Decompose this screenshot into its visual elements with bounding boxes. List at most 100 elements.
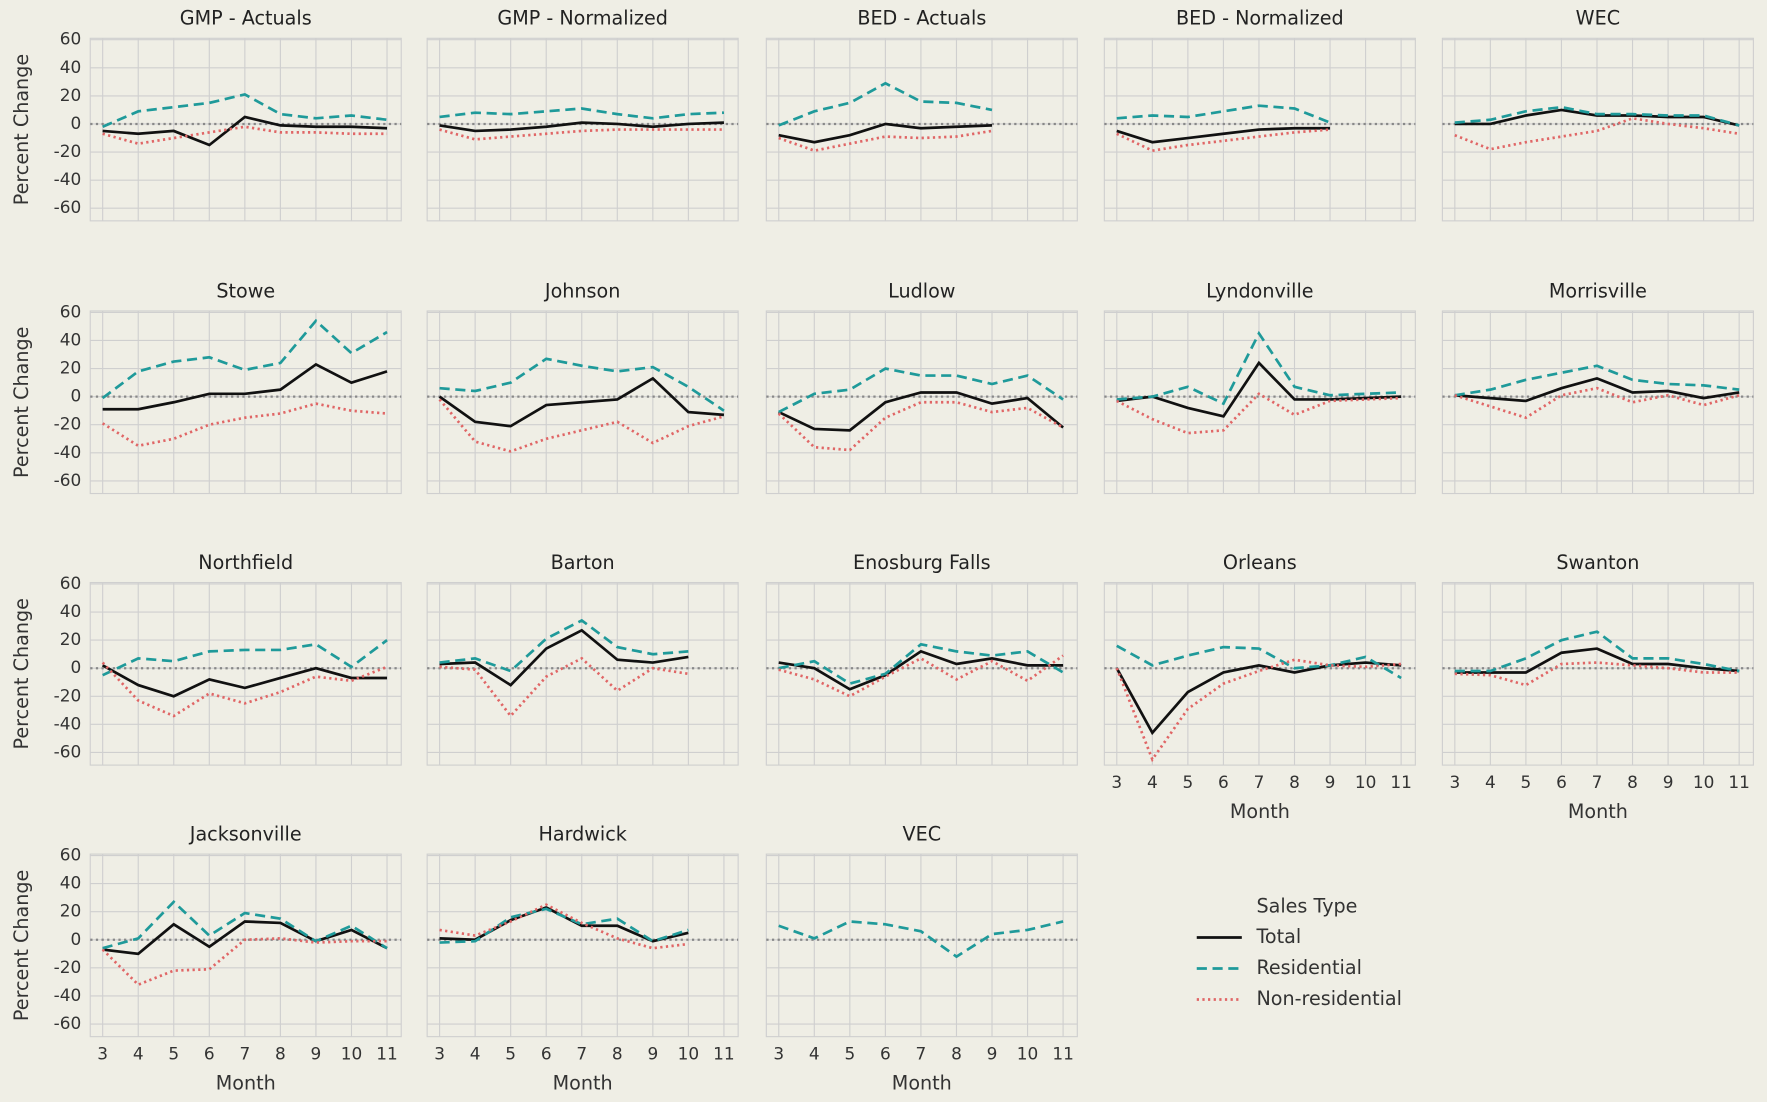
plot-area <box>766 38 1077 221</box>
legend-label: Total <box>1255 925 1301 948</box>
legend-label: Residential <box>1256 956 1361 979</box>
x-tick-label: 3 <box>97 1044 108 1064</box>
x-axis-label: Month <box>216 1071 276 1094</box>
y-tick-label: -40 <box>54 442 82 462</box>
legend-label: Non-residential <box>1256 987 1402 1010</box>
x-tick-label: 7 <box>916 1044 927 1064</box>
x-tick-label: 11 <box>1390 772 1412 792</box>
plot-area <box>427 583 738 766</box>
panel-title: Morrisville <box>1549 279 1647 302</box>
x-axis-label: Month <box>1230 800 1290 823</box>
plot-area <box>90 38 401 221</box>
panel-title: Northfield <box>198 551 293 574</box>
x-tick-label: 4 <box>133 1044 144 1064</box>
panel-title: Hardwick <box>538 822 627 845</box>
y-tick-label: 0 <box>70 113 81 133</box>
x-tick-label: 10 <box>341 1044 363 1064</box>
y-tick-label: 20 <box>60 901 82 921</box>
panel-title: Enosburg Falls <box>853 551 991 574</box>
panel-title: Ludlow <box>888 279 955 302</box>
x-tick-label: 9 <box>1663 772 1674 792</box>
x-tick-label: 5 <box>505 1044 516 1064</box>
x-tick-label: 6 <box>880 1044 891 1064</box>
x-tick-label: 9 <box>987 1044 998 1064</box>
y-tick-label: 60 <box>60 29 82 49</box>
x-tick-label: 3 <box>773 1044 784 1064</box>
x-tick-label: 5 <box>844 1044 855 1064</box>
plot-area <box>1104 311 1415 494</box>
x-tick-label: 10 <box>678 1044 700 1064</box>
x-tick-label: 11 <box>1052 1044 1074 1064</box>
panel-title: VEC <box>903 822 942 845</box>
x-axis-label: Month <box>553 1071 613 1094</box>
figure: -60-40-200204060GMP - ActualsPercent Cha… <box>0 0 1767 1102</box>
y-tick-label: 0 <box>70 657 81 677</box>
panel-title: Swanton <box>1556 551 1639 574</box>
x-tick-label: 11 <box>1728 772 1750 792</box>
x-tick-label: 5 <box>1182 772 1193 792</box>
y-axis-label: Percent Change <box>10 327 33 478</box>
x-tick-label: 8 <box>1627 772 1638 792</box>
page: -60-40-200204060GMP - ActualsPercent Cha… <box>0 0 1767 1102</box>
y-tick-label: -20 <box>54 957 82 977</box>
x-tick-label: 10 <box>1017 1044 1039 1064</box>
x-tick-label: 4 <box>470 1044 481 1064</box>
x-tick-label: 6 <box>1556 772 1567 792</box>
x-tick-label: 8 <box>612 1044 623 1064</box>
y-tick-label: -40 <box>54 169 82 189</box>
x-tick-label: 4 <box>1147 772 1158 792</box>
x-tick-label: 9 <box>647 1044 658 1064</box>
x-tick-label: 5 <box>1521 772 1532 792</box>
y-tick-label: -20 <box>54 685 82 705</box>
y-tick-label: -40 <box>54 713 82 733</box>
x-tick-label: 11 <box>713 1044 735 1064</box>
plot-area <box>766 583 1077 766</box>
panel-title: Johnson <box>544 279 620 302</box>
y-tick-label: 0 <box>70 386 81 406</box>
y-tick-label: 60 <box>60 845 82 865</box>
y-tick-label: 40 <box>60 329 82 349</box>
y-axis-label: Percent Change <box>10 598 33 749</box>
legend-title: Sales Type <box>1256 895 1357 918</box>
plot-area <box>90 854 401 1037</box>
x-tick-label: 7 <box>239 1044 250 1064</box>
y-tick-label: 20 <box>60 629 82 649</box>
y-tick-label: 20 <box>60 85 82 105</box>
plot-area <box>766 854 1077 1037</box>
y-tick-label: 60 <box>60 301 82 321</box>
x-tick-label: 9 <box>311 1044 322 1064</box>
plot-area <box>90 583 401 766</box>
y-tick-label: -60 <box>54 1013 82 1033</box>
panel-title: GMP - Normalized <box>497 7 668 30</box>
x-tick-label: 6 <box>1218 772 1229 792</box>
x-axis-label: Month <box>892 1071 952 1094</box>
panel-title: Barton <box>551 551 615 574</box>
x-tick-label: 6 <box>541 1044 552 1064</box>
y-tick-label: -20 <box>54 141 82 161</box>
panel-title: GMP - Actuals <box>180 7 312 30</box>
x-tick-label: 5 <box>168 1044 179 1064</box>
panel-title: Stowe <box>216 279 275 302</box>
x-tick-label: 7 <box>576 1044 587 1064</box>
x-tick-label: 8 <box>275 1044 286 1064</box>
x-tick-label: 8 <box>1289 772 1300 792</box>
plot-area <box>1442 311 1753 494</box>
panel-title: BED - Actuals <box>857 7 986 30</box>
panel-title: Lyndonville <box>1206 279 1313 302</box>
y-axis-label: Percent Change <box>10 870 33 1021</box>
x-tick-label: 10 <box>1693 772 1715 792</box>
x-tick-label: 3 <box>1111 772 1122 792</box>
x-tick-label: 8 <box>951 1044 962 1064</box>
panel-title: BED - Normalized <box>1176 7 1344 30</box>
y-tick-label: -40 <box>54 985 82 1005</box>
panel-title: WEC <box>1576 7 1620 30</box>
y-tick-label: -20 <box>54 414 82 434</box>
plot-area <box>1104 583 1415 766</box>
y-tick-label: 0 <box>70 929 81 949</box>
y-tick-label: -60 <box>54 741 82 761</box>
x-tick-label: 3 <box>1449 772 1460 792</box>
x-axis-label: Month <box>1568 800 1628 823</box>
x-tick-label: 4 <box>809 1044 820 1064</box>
panel-title: Orleans <box>1223 551 1297 574</box>
y-tick-label: 60 <box>60 573 82 593</box>
